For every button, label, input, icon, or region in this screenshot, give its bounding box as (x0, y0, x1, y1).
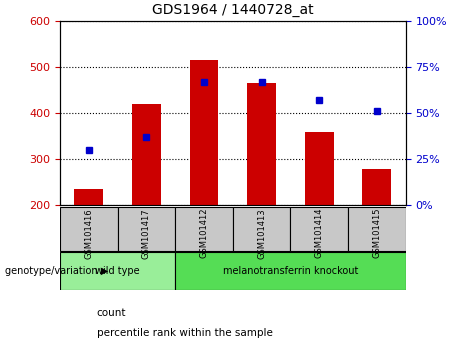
Text: percentile rank within the sample: percentile rank within the sample (97, 328, 273, 338)
Text: melanotransferrin knockout: melanotransferrin knockout (223, 266, 358, 276)
Bar (362, 170, 391, 205)
Text: GSM101415: GSM101415 (372, 208, 381, 258)
Text: GSM101416: GSM101416 (84, 208, 93, 258)
Text: GSM101417: GSM101417 (142, 208, 151, 258)
Bar (247, 84, 276, 205)
Bar (305, 132, 334, 205)
FancyBboxPatch shape (175, 252, 406, 290)
Text: GSM101412: GSM101412 (200, 208, 208, 258)
FancyBboxPatch shape (290, 207, 348, 251)
Bar (132, 104, 161, 205)
Text: wild type: wild type (95, 266, 140, 276)
Title: GDS1964 / 1440728_at: GDS1964 / 1440728_at (152, 4, 313, 17)
Text: GSM101413: GSM101413 (257, 208, 266, 258)
FancyBboxPatch shape (60, 252, 175, 290)
Text: GSM101414: GSM101414 (315, 208, 324, 258)
Bar (189, 60, 219, 205)
FancyBboxPatch shape (348, 207, 406, 251)
FancyBboxPatch shape (175, 207, 233, 251)
Text: count: count (97, 308, 126, 318)
FancyBboxPatch shape (118, 207, 175, 251)
FancyBboxPatch shape (60, 207, 118, 251)
Bar (74, 189, 103, 205)
FancyBboxPatch shape (233, 207, 290, 251)
Text: genotype/variation ▶: genotype/variation ▶ (5, 266, 108, 276)
